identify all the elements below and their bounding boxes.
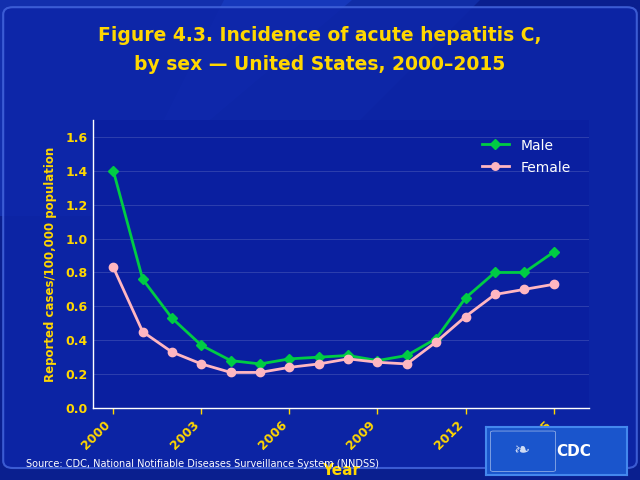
Female (315, 361, 323, 367)
Text: Figure 4.3. Incidence of acute hepatitis C,: Figure 4.3. Incidence of acute hepatitis… (99, 26, 541, 46)
Male (461, 295, 469, 301)
Female (139, 329, 147, 335)
Female (550, 281, 557, 287)
Female (403, 361, 411, 367)
Y-axis label: Reported cases/100,000 population: Reported cases/100,000 population (44, 146, 58, 382)
FancyBboxPatch shape (491, 431, 556, 471)
Line: Male: Male (109, 167, 557, 368)
FancyBboxPatch shape (3, 7, 637, 468)
Male (256, 361, 264, 367)
Male (520, 270, 528, 276)
Polygon shape (0, 0, 352, 216)
Line: Female: Female (109, 263, 557, 377)
Female (491, 292, 499, 298)
Polygon shape (128, 0, 480, 192)
Female (256, 370, 264, 375)
Male (403, 353, 411, 359)
Male (433, 336, 440, 341)
Male (139, 276, 147, 282)
Female (433, 339, 440, 345)
Female (461, 313, 469, 319)
Female (198, 361, 205, 367)
Female (344, 356, 352, 362)
X-axis label: Year: Year (322, 464, 360, 479)
Male (109, 168, 117, 174)
Female (285, 364, 293, 370)
Female (520, 287, 528, 292)
Text: by sex — United States, 2000–2015: by sex — United States, 2000–2015 (134, 55, 506, 74)
Female (374, 360, 381, 365)
Text: ❧: ❧ (513, 442, 530, 461)
Male (285, 356, 293, 362)
Female (168, 349, 176, 355)
Legend: Male, Female: Male, Female (470, 127, 582, 186)
Text: CDC: CDC (556, 444, 591, 459)
Male (168, 315, 176, 321)
Male (550, 249, 557, 255)
Text: Source: CDC, National Notifiable Diseases Surveillance System (NNDSS): Source: CDC, National Notifiable Disease… (26, 459, 379, 469)
Female (227, 370, 235, 375)
Male (198, 342, 205, 348)
Male (344, 353, 352, 359)
Male (491, 270, 499, 276)
Male (227, 358, 235, 363)
Male (315, 354, 323, 360)
Female (109, 264, 117, 270)
Male (374, 358, 381, 363)
